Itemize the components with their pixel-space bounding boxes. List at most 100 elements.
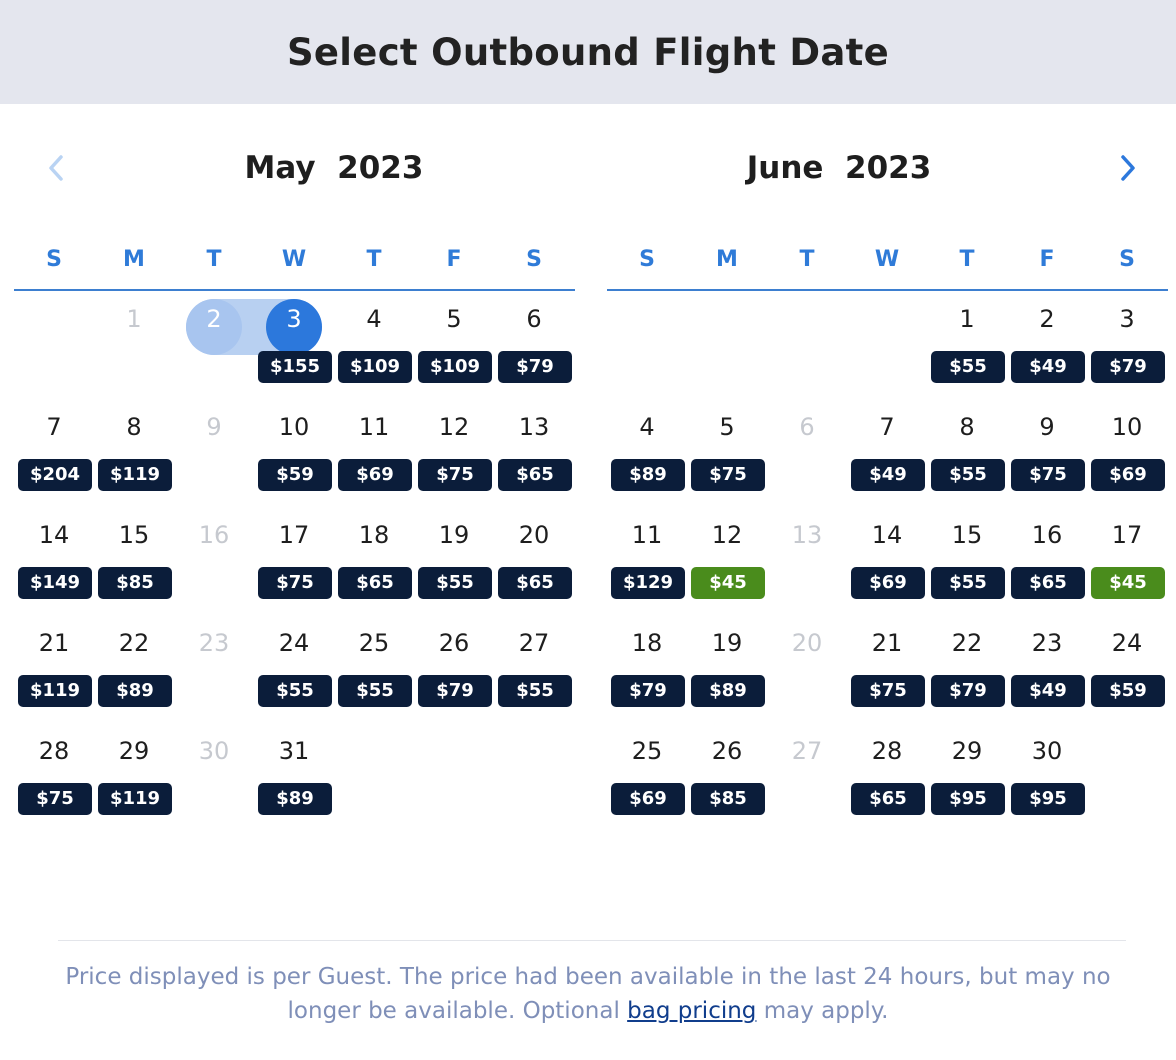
calendar-day[interactable]: 28 $65 (847, 713, 927, 815)
price-badge[interactable]: $204 (18, 459, 92, 491)
calendar-day[interactable]: 12 $75 (414, 389, 494, 491)
price-badge[interactable]: $49 (851, 459, 925, 491)
calendar-day[interactable]: 25 $55 (334, 605, 414, 707)
calendar-day[interactable]: 22 $89 (94, 605, 174, 707)
price-badge[interactable]: $65 (498, 567, 572, 599)
calendar-day[interactable]: 14 $69 (847, 497, 927, 599)
calendar-day[interactable]: 26 $79 (414, 605, 494, 707)
price-badge[interactable]: $75 (691, 459, 765, 491)
price-badge[interactable]: $149 (18, 567, 92, 599)
price-badge[interactable]: $65 (338, 567, 412, 599)
price-badge[interactable]: $55 (931, 567, 1005, 599)
calendar-day[interactable]: 20 $65 (494, 497, 574, 599)
calendar-day[interactable]: 16 $65 (1007, 497, 1087, 599)
price-badge[interactable]: $89 (258, 783, 332, 815)
calendar-day[interactable]: 10 $69 (1087, 389, 1167, 491)
calendar-day[interactable]: 24 $59 (1087, 605, 1167, 707)
price-badge[interactable]: $119 (18, 675, 92, 707)
calendar-day[interactable]: 5 $75 (687, 389, 767, 491)
calendar-day[interactable]: 19 $55 (414, 497, 494, 599)
calendar-day[interactable]: 7 $49 (847, 389, 927, 491)
price-badge[interactable]: $49 (1011, 351, 1085, 383)
calendar-day[interactable]: 15 $85 (94, 497, 174, 599)
calendar-day[interactable]: 26 $85 (687, 713, 767, 815)
price-badge[interactable]: $89 (611, 459, 685, 491)
calendar-day[interactable]: 28 $75 (14, 713, 94, 815)
calendar-day[interactable]: 17 $75 (254, 497, 334, 599)
price-badge[interactable]: $69 (1091, 459, 1165, 491)
calendar-day[interactable]: 21 $119 (14, 605, 94, 707)
lowest-price-badge[interactable]: $45 (1091, 567, 1165, 599)
calendar-day[interactable]: 30 $95 (1007, 713, 1087, 815)
price-badge[interactable]: $69 (851, 567, 925, 599)
calendar-day[interactable]: 14 $149 (14, 497, 94, 599)
calendar-day[interactable]: 8 $55 (927, 389, 1007, 491)
price-badge[interactable]: $59 (1091, 675, 1165, 707)
price-badge[interactable]: $65 (1011, 567, 1085, 599)
price-badge[interactable]: $55 (418, 567, 492, 599)
calendar-day[interactable]: 7 $204 (14, 389, 94, 491)
calendar-day[interactable]: 17 $45 (1087, 497, 1167, 599)
calendar-day[interactable]: 18 $65 (334, 497, 414, 599)
calendar-day[interactable]: 31 $89 (254, 713, 334, 815)
calendar-day[interactable]: 4 $109 (334, 281, 414, 383)
next-month-button[interactable] (1110, 150, 1146, 186)
calendar-day[interactable]: 3 $79 (1087, 281, 1167, 383)
calendar-day[interactable]: 11 $129 (607, 497, 687, 599)
price-badge[interactable]: $109 (338, 351, 412, 383)
price-badge[interactable]: $89 (691, 675, 765, 707)
calendar-day[interactable]: 21 $75 (847, 605, 927, 707)
price-badge[interactable]: $49 (1011, 675, 1085, 707)
calendar-day[interactable]: 6 $79 (494, 281, 574, 383)
price-badge[interactable]: $119 (98, 459, 172, 491)
price-badge[interactable]: $109 (418, 351, 492, 383)
calendar-day[interactable]: 9 $75 (1007, 389, 1087, 491)
price-badge[interactable]: $75 (258, 567, 332, 599)
price-badge[interactable]: $59 (258, 459, 332, 491)
calendar-day[interactable]: 27 $55 (494, 605, 574, 707)
price-badge[interactable]: $95 (1011, 783, 1085, 815)
calendar-day[interactable]: 10 $59 (254, 389, 334, 491)
calendar-day[interactable]: 23 $49 (1007, 605, 1087, 707)
calendar-day[interactable]: 1 $55 (927, 281, 1007, 383)
calendar-day[interactable]: 29 $95 (927, 713, 1007, 815)
price-badge[interactable]: $55 (258, 675, 332, 707)
price-badge[interactable]: $85 (691, 783, 765, 815)
calendar-day[interactable]: 29 $119 (94, 713, 174, 815)
price-badge[interactable]: $69 (338, 459, 412, 491)
price-badge[interactable]: $79 (931, 675, 1005, 707)
calendar-day[interactable]: 19 $89 (687, 605, 767, 707)
price-badge[interactable]: $65 (498, 459, 572, 491)
calendar-day[interactable]: 4 $89 (607, 389, 687, 491)
calendar-day[interactable]: 12 $45 (687, 497, 767, 599)
price-badge[interactable]: $119 (98, 783, 172, 815)
price-badge[interactable]: $129 (611, 567, 685, 599)
price-badge[interactable]: $79 (611, 675, 685, 707)
price-badge[interactable]: $55 (931, 351, 1005, 383)
calendar-day[interactable]: 3 $155 (254, 281, 334, 383)
price-badge[interactable]: $69 (611, 783, 685, 815)
price-badge[interactable]: $75 (1011, 459, 1085, 491)
calendar-day[interactable]: 15 $55 (927, 497, 1007, 599)
price-badge[interactable]: $55 (498, 675, 572, 707)
calendar-day[interactable]: 22 $79 (927, 605, 1007, 707)
calendar-day[interactable]: 11 $69 (334, 389, 414, 491)
calendar-day[interactable]: 5 $109 (414, 281, 494, 383)
price-badge[interactable]: $79 (418, 675, 492, 707)
prev-month-button[interactable] (38, 150, 74, 186)
price-badge[interactable]: $55 (931, 459, 1005, 491)
calendar-day[interactable]: 25 $69 (607, 713, 687, 815)
price-badge[interactable]: $85 (98, 567, 172, 599)
price-badge[interactable]: $79 (498, 351, 572, 383)
calendar-day[interactable]: 2 $49 (1007, 281, 1087, 383)
price-badge[interactable]: $75 (418, 459, 492, 491)
price-badge[interactable]: $155 (258, 351, 332, 383)
bag-pricing-link[interactable]: bag pricing (627, 998, 757, 1024)
price-badge[interactable]: $65 (851, 783, 925, 815)
price-badge[interactable]: $89 (98, 675, 172, 707)
price-badge[interactable]: $75 (18, 783, 92, 815)
price-badge[interactable]: $75 (851, 675, 925, 707)
calendar-day[interactable]: 13 $65 (494, 389, 574, 491)
calendar-day[interactable]: 18 $79 (607, 605, 687, 707)
price-badge[interactable]: $79 (1091, 351, 1165, 383)
